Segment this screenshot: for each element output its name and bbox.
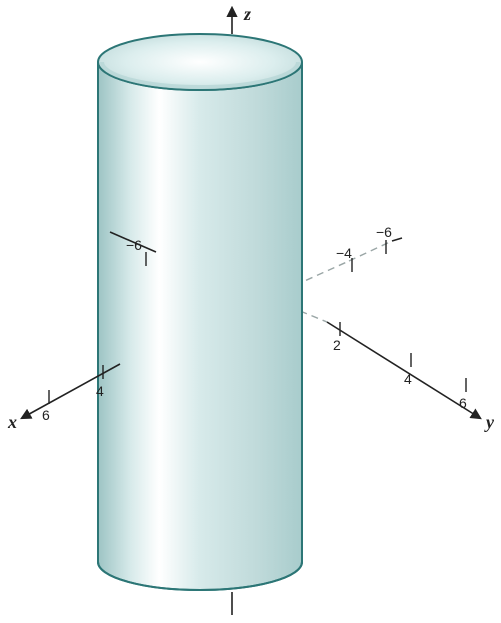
cylinder: [98, 34, 302, 590]
z-label: z: [243, 4, 251, 24]
y-tick-n6: −6: [376, 224, 392, 240]
x-tick-n6: −6: [126, 237, 142, 253]
y-tick-n4: −4: [336, 245, 352, 261]
y-axis: [327, 322, 480, 418]
y-tick-2: 2: [333, 337, 341, 353]
y-tick-4: 4: [404, 371, 412, 387]
cylinder-side: [98, 62, 302, 590]
cylinder-top-rim: [98, 34, 302, 90]
x-tick-4: 4: [96, 383, 104, 399]
cylinder-3d-diagram: z x y 2 4 6 −4 −6 4 6 −6: [0, 0, 501, 623]
y-tick-6: 6: [459, 395, 467, 411]
x-label: x: [7, 412, 17, 432]
y-label: y: [484, 412, 495, 432]
x-tick-6: 6: [42, 407, 50, 423]
